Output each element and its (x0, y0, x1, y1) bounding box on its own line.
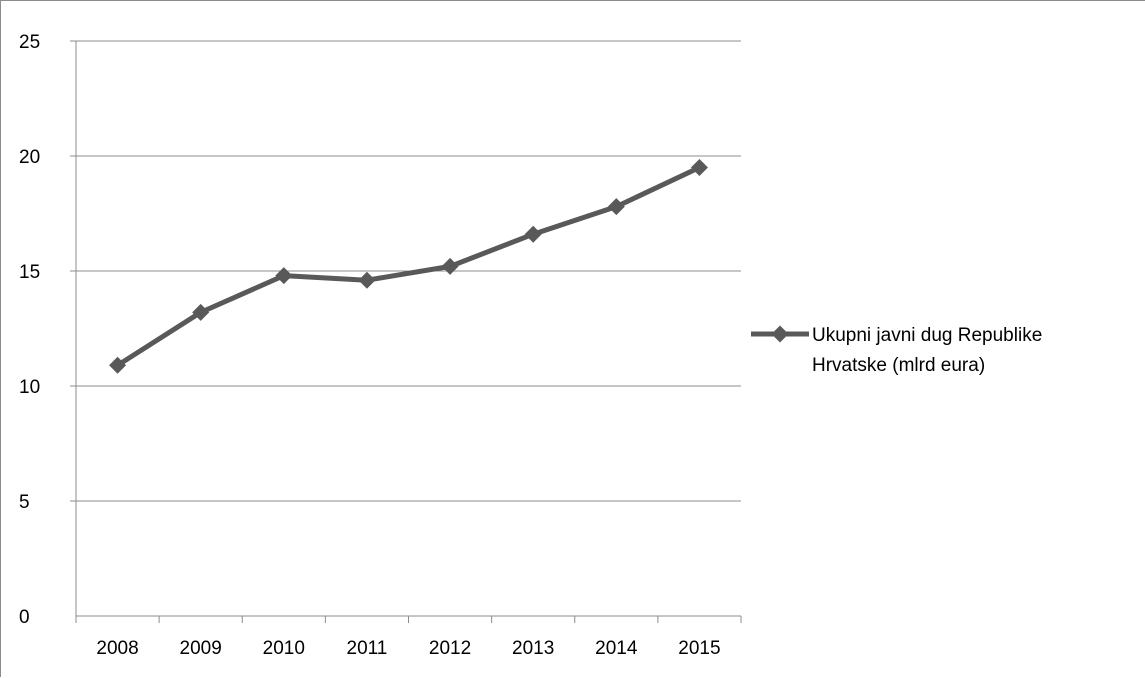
data-point-marker (275, 267, 293, 285)
y-tick-label: 15 (19, 262, 40, 283)
gridlines (70, 40, 741, 502)
data-point-marker (690, 159, 708, 176)
data-point-marker (192, 303, 210, 321)
series-line (116, 165, 701, 368)
data-point-marker (109, 356, 127, 374)
x-tick-label: 2014 (595, 638, 638, 659)
legend: Ukupni javni dug Republike Hrvatske (mlr… (751, 325, 1042, 376)
data-point-marker (524, 225, 542, 243)
x-tick-label: 2012 (429, 638, 471, 659)
data-point-marker (358, 271, 376, 289)
legend-label-line-1: Ukupni javni dug Republike (812, 325, 1042, 346)
y-tick-label: 5 (19, 492, 30, 513)
data-point-marker (441, 257, 459, 275)
data-point-marker (607, 198, 625, 216)
y-tick-label: 20 (19, 147, 40, 168)
axes (75, 41, 742, 623)
y-tick-labels: 0 5 10 15 20 25 (19, 32, 40, 628)
y-tick-label: 25 (19, 32, 40, 53)
x-tick-label: 2015 (678, 638, 720, 659)
x-tick-label: 2009 (180, 638, 222, 659)
x-tick-label: 2010 (263, 638, 305, 659)
legend-label-line-2: Hrvatske (mlrd eura) (812, 355, 985, 376)
y-tick-label: 0 (19, 607, 30, 628)
y-tick-label: 10 (19, 377, 40, 398)
x-tick-labels: 2008 2009 2010 2011 2012 2013 2014 2015 (96, 638, 720, 659)
x-tick-label: 2008 (96, 638, 138, 659)
x-tick-label: 2013 (512, 638, 554, 659)
x-tick-label: 2011 (347, 638, 388, 659)
series-layer (109, 159, 708, 374)
legend-marker-diamond (771, 325, 789, 343)
